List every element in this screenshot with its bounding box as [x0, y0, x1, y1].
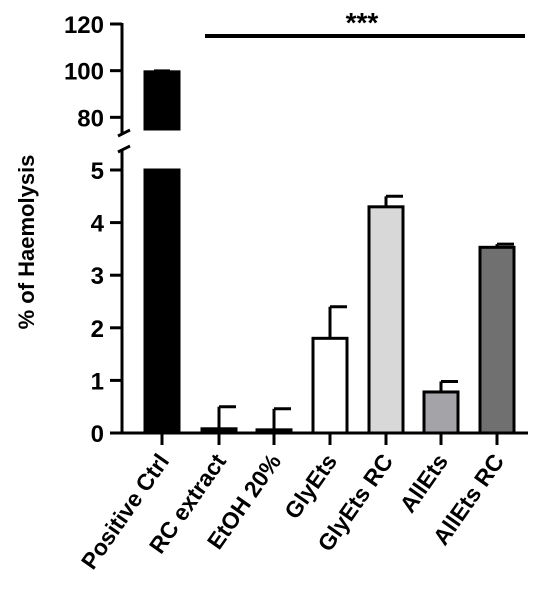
significance-label: *** [346, 7, 379, 38]
bar [478, 245, 516, 435]
y-tick-label: 80 [77, 105, 104, 132]
bar [255, 428, 293, 435]
bar [143, 168, 181, 435]
y-tick-label: 100 [64, 59, 104, 86]
y-axis-title: % of Haemolysis [14, 155, 39, 330]
y-tick-label: 2 [91, 316, 104, 343]
bar [200, 427, 238, 435]
bar [311, 336, 349, 435]
bar [143, 70, 181, 131]
y-axis-break-mark [117, 144, 131, 154]
x-category-label: AllEts [394, 449, 453, 517]
axis-layer: 0 1 2 3 4 5 80 100 120 [64, 12, 528, 448]
y-axis-break-mark [117, 128, 131, 138]
y-tick-label: 1 [91, 368, 104, 395]
y-tick-label: 4 [91, 211, 105, 238]
y-tick-label: 0 [91, 421, 104, 448]
y-tick-label: 5 [91, 158, 104, 185]
y-tick-label: 120 [64, 12, 104, 39]
bar [367, 205, 405, 435]
bars-layer [143, 69, 516, 435]
y-tick-label: 3 [91, 263, 104, 290]
bar [422, 390, 460, 435]
